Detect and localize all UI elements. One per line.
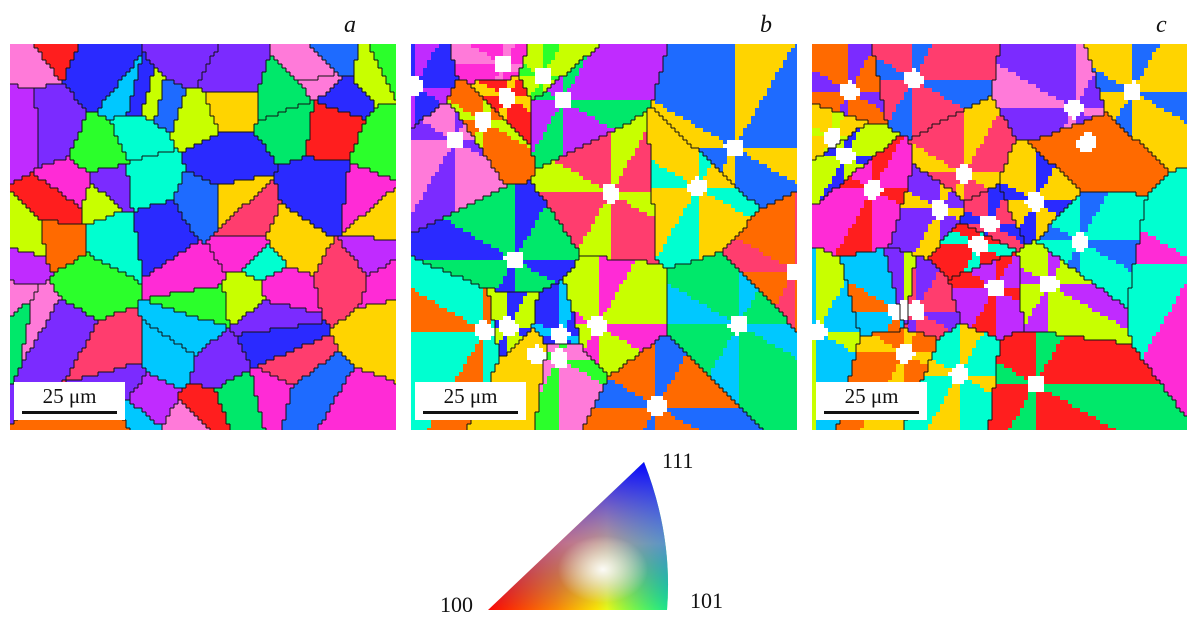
scale-line-a bbox=[22, 411, 117, 414]
panel-letter-b: b bbox=[760, 12, 772, 39]
ipf-label-101: 101 bbox=[690, 588, 723, 614]
scale-label-a: 25 μm bbox=[14, 384, 125, 409]
ipf-triangle bbox=[488, 462, 669, 610]
scale-line-b bbox=[423, 411, 518, 414]
ebsd-grain-map-a bbox=[10, 44, 396, 430]
scale-line-c bbox=[824, 411, 919, 414]
ipf-label-100: 100 bbox=[440, 592, 473, 618]
ipf-color-key: 111 100 101 bbox=[440, 448, 723, 617]
scale-bar-a: 25 μm bbox=[14, 382, 125, 420]
ebsd-grain-map-b bbox=[411, 44, 797, 430]
scale-bar-c: 25 μm bbox=[816, 382, 927, 420]
panel-letter-a: a bbox=[344, 12, 356, 39]
scale-label-c: 25 μm bbox=[816, 384, 927, 409]
panel-letter-c: c bbox=[1156, 12, 1167, 39]
scale-label-b: 25 μm bbox=[415, 384, 526, 409]
ipf-label-111: 111 bbox=[662, 448, 693, 474]
ebsd-grain-map-c bbox=[812, 44, 1187, 430]
scale-bar-b: 25 μm bbox=[415, 382, 526, 420]
ebsd-map-b: 25 μm bbox=[411, 44, 797, 430]
ebsd-map-a: 25 μm bbox=[10, 44, 396, 430]
ebsd-map-c: 25 μm bbox=[812, 44, 1187, 430]
